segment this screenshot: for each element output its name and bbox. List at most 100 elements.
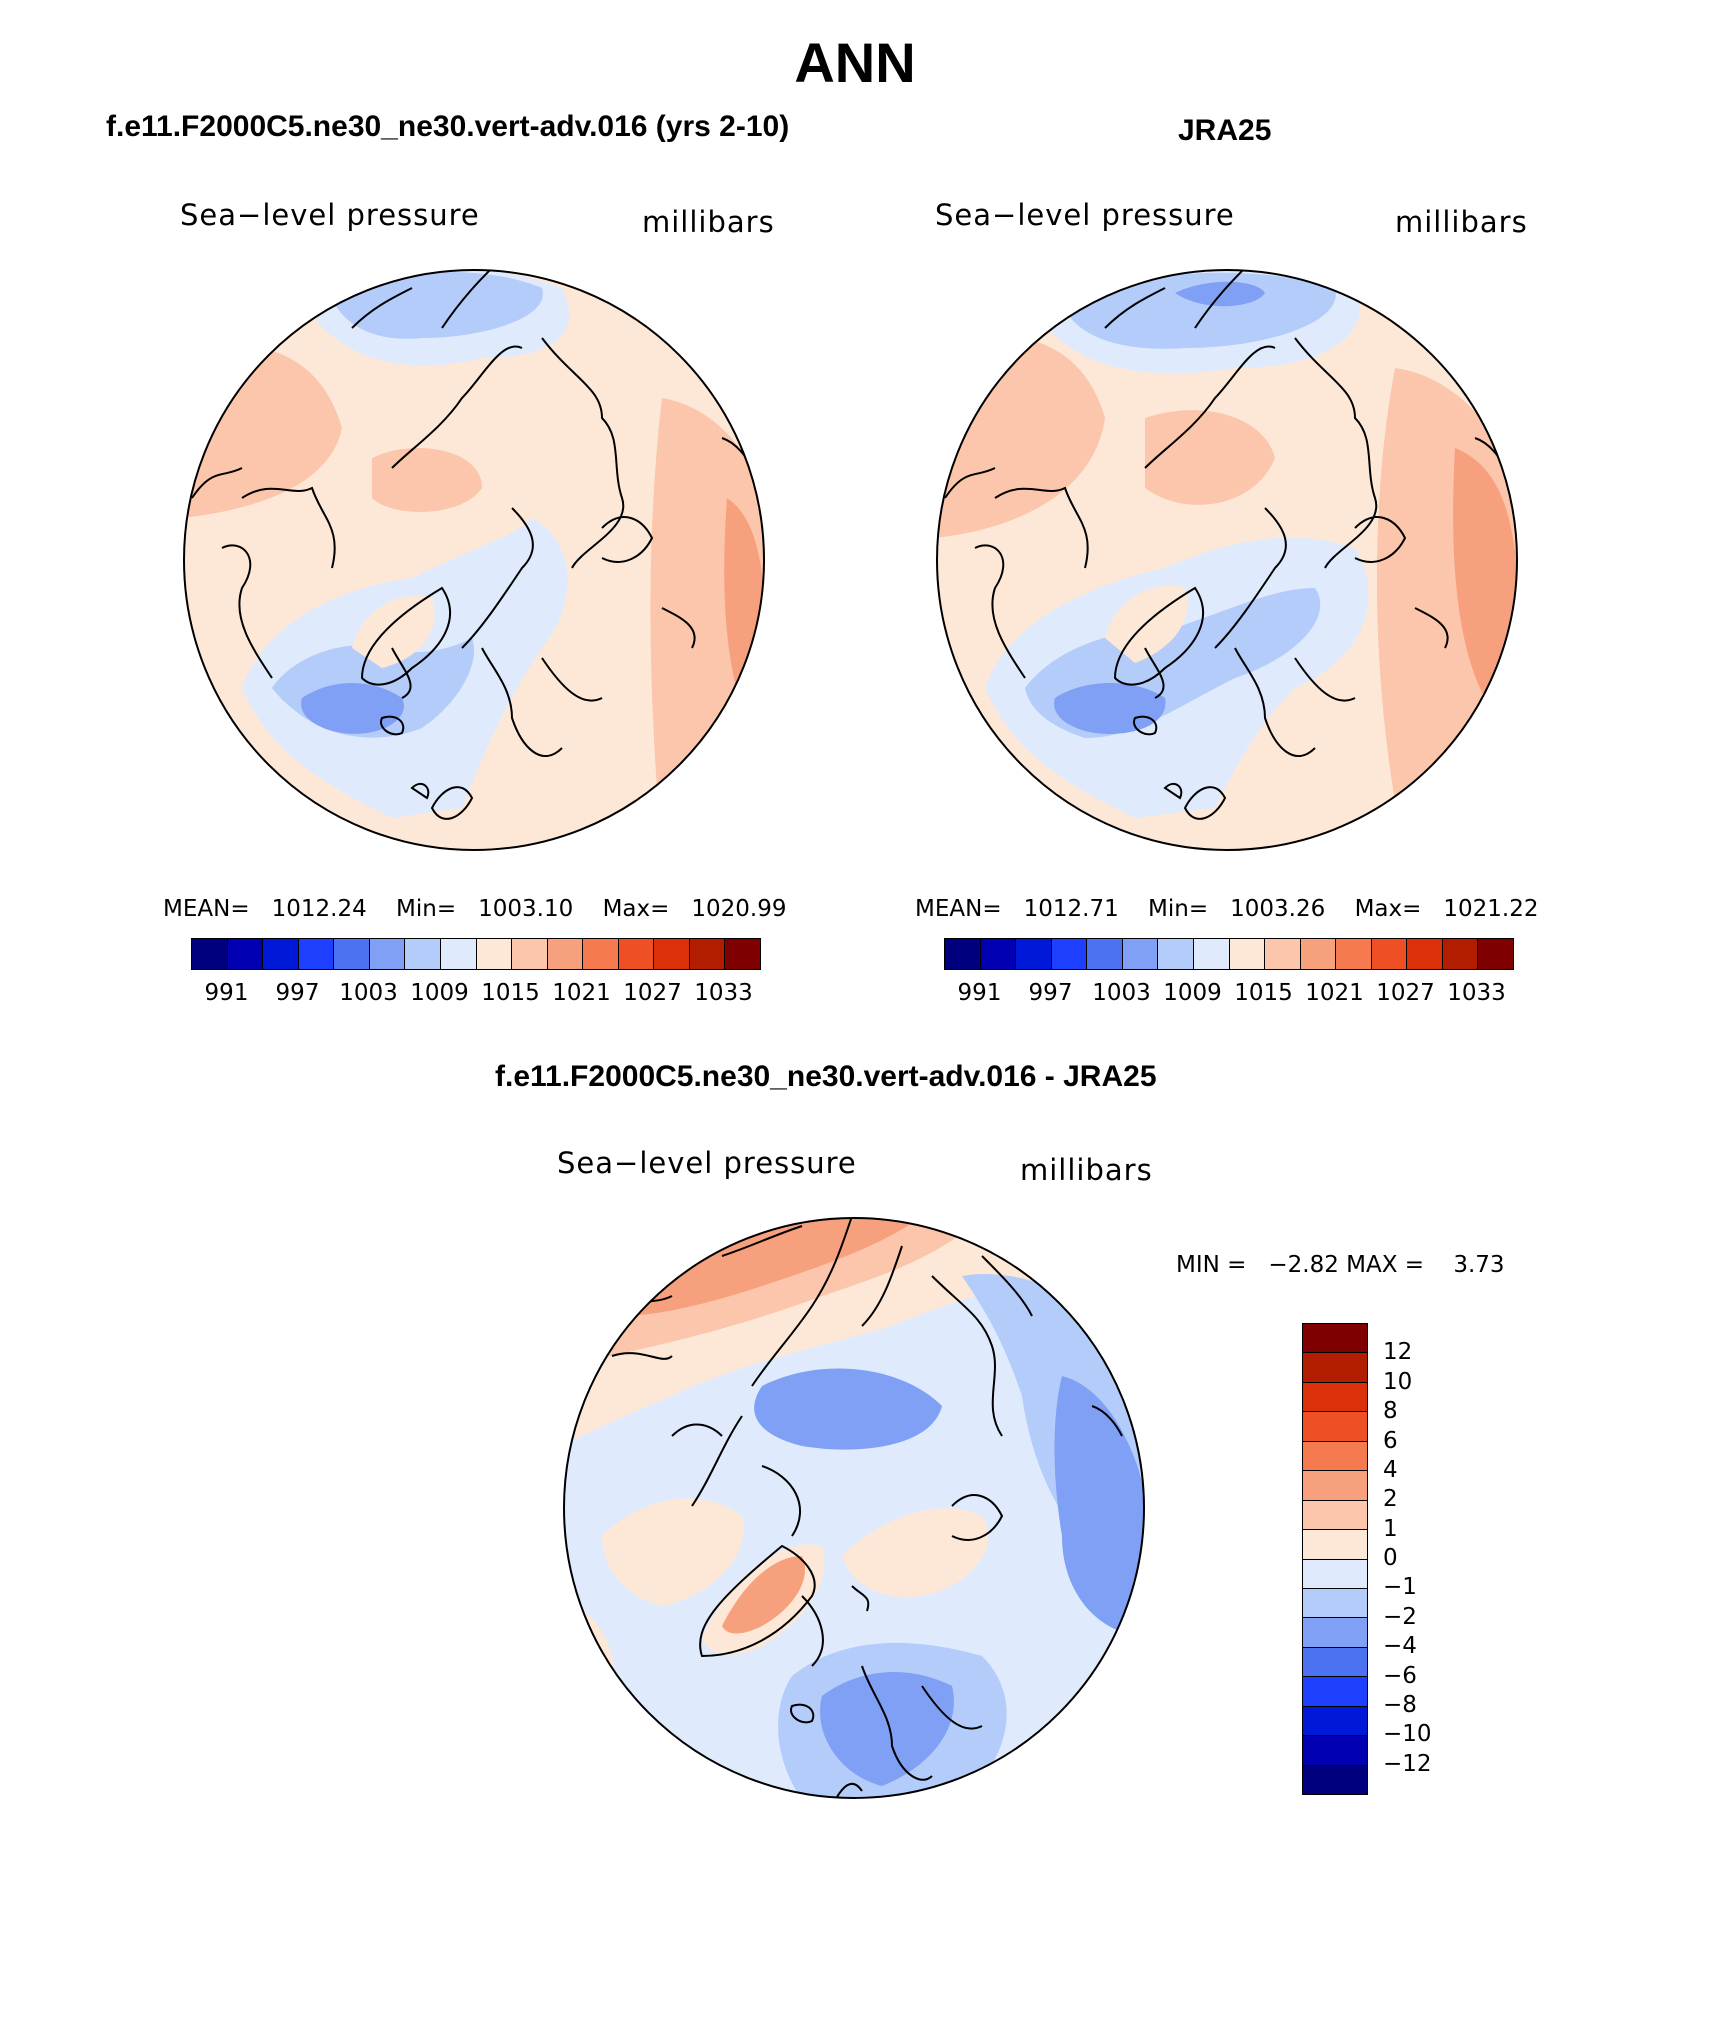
pressure-contour-1003-icelandic — [1054, 683, 1166, 734]
colorbar-swatch — [227, 939, 264, 969]
pressure-contour-1006-pacific — [332, 271, 543, 339]
colorbar-tick-label: −4 — [1383, 1633, 1417, 1660]
max-value: 3.73 — [1453, 1252, 1505, 1278]
colorbar-swatch — [1051, 939, 1088, 969]
colorbar-tick-label: 2 — [1383, 1486, 1398, 1513]
min-label: Min= — [1148, 896, 1209, 922]
colorbar-swatch — [1303, 1412, 1367, 1442]
colorbar-swatch — [1303, 1765, 1367, 1794]
diff-contour-neg2-siberia — [1054, 1376, 1144, 1636]
colorbar-tick-label: 10 — [1383, 1368, 1413, 1395]
panel-title-difference: f.e11.F2000C5.ne30_ne30.vert-adv.016 - J… — [495, 1060, 1157, 1093]
map-boundary — [936, 269, 1518, 851]
colorbar-swatch — [1303, 1324, 1367, 1354]
main-title: ANN — [794, 31, 916, 94]
colorbar-ticks-model: 991 997 1003 1009 1015 1021 1027 1033 — [191, 980, 759, 1010]
colorbar-tick-label: 1003 — [339, 980, 398, 1006]
colorbar-swatch — [298, 939, 335, 969]
stats-model: MEAN= 1012.24 Min= 1003.10 Max= 1020.99 — [163, 896, 787, 922]
colorbar-swatch — [1303, 1471, 1367, 1501]
colorbar-tick-label: 997 — [275, 980, 320, 1006]
colorbar-swatch — [1303, 1736, 1367, 1766]
colorbar-swatch — [689, 939, 726, 969]
colorbar-swatch — [1303, 1441, 1367, 1472]
panel-title-model: f.e11.F2000C5.ne30_ne30.vert-adv.016 (yr… — [106, 110, 790, 143]
max-value: 1021.22 — [1443, 896, 1539, 922]
colorbar-model — [191, 938, 761, 970]
colorbar-tick-label: −12 — [1383, 1750, 1432, 1777]
polar-map-difference — [563, 1217, 1145, 1799]
colorbar-swatch — [1193, 939, 1230, 969]
stats-obs: MEAN= 1012.71 Min= 1003.26 Max= 1021.22 — [915, 896, 1539, 922]
colorbar-swatch — [1303, 1530, 1367, 1560]
colorbar-tick-label: −1 — [1383, 1574, 1417, 1601]
colorbar-swatch — [945, 939, 981, 969]
colorbar-tick-label: 1003 — [1092, 980, 1151, 1006]
colorbar-swatch — [618, 939, 655, 969]
max-label: MAX = — [1346, 1252, 1425, 1278]
colorbar-swatch — [980, 939, 1017, 969]
colorbar-tick-label: 1027 — [623, 980, 682, 1006]
colorbar-swatch — [1122, 939, 1159, 969]
colorbar-swatch — [1087, 939, 1123, 969]
units-label-model: millibars — [642, 205, 775, 239]
colorbar-swatch — [547, 939, 584, 969]
colorbar-swatch — [1371, 939, 1408, 969]
colorbar-swatch — [583, 939, 619, 969]
colorbar-swatch — [1158, 939, 1194, 969]
pressure-contour-1015-arctic — [1145, 410, 1275, 505]
variable-label-model: Sea−level pressure — [180, 198, 480, 232]
colorbar-swatch — [1303, 1618, 1367, 1648]
colorbar-swatch — [1336, 939, 1372, 969]
colorbar-swatch — [1303, 1706, 1367, 1737]
colorbar-swatch — [476, 939, 513, 969]
mean-label: MEAN= — [915, 896, 1002, 922]
pressure-contour-1003-icelandic — [301, 683, 404, 734]
diff-contour-pos-canada — [602, 1498, 744, 1606]
panel-title-obs: JRA25 — [1178, 114, 1272, 147]
colorbar-swatch — [1442, 939, 1479, 969]
colorbar-tick-label: 991 — [204, 980, 249, 1006]
variable-label-obs: Sea−level pressure — [935, 198, 1235, 232]
min-value: −2.82 — [1268, 1252, 1339, 1278]
colorbar-tick-label: 1033 — [1447, 980, 1506, 1006]
colorbar-tick-label: 1 — [1383, 1515, 1398, 1542]
min-value: 1003.26 — [1230, 896, 1326, 922]
colorbar-difference — [1302, 1323, 1368, 1795]
map-boundary — [183, 269, 765, 851]
colorbar-swatch — [1300, 939, 1337, 969]
polar-map-obs — [936, 269, 1518, 851]
colorbar-swatch — [1303, 1588, 1367, 1619]
colorbar-swatch — [1407, 939, 1443, 969]
colorbar-obs — [944, 938, 1514, 970]
colorbar-tick-label: 1033 — [694, 980, 753, 1006]
colorbar-swatch — [334, 939, 370, 969]
colorbar-tick-label: 8 — [1383, 1398, 1398, 1425]
colorbar-tick-label: 997 — [1028, 980, 1073, 1006]
colorbar-tick-label: 1015 — [481, 980, 540, 1006]
colorbar-tick-label: 12 — [1383, 1339, 1413, 1366]
max-label: Max= — [602, 896, 670, 922]
colorbar-tick-label: −2 — [1383, 1603, 1417, 1630]
colorbar-swatch — [440, 939, 477, 969]
colorbar-tick-label: 1015 — [1234, 980, 1293, 1006]
pressure-contour-greenland — [352, 595, 435, 668]
colorbar-tick-label: 991 — [957, 980, 1002, 1006]
diff-contour-neg2-europe — [820, 1672, 954, 1786]
colorbar-swatch — [725, 939, 760, 969]
diff-contour-2-to-4-greenland — [722, 1556, 806, 1634]
colorbar-tick-label: −8 — [1383, 1691, 1417, 1718]
colorbar-swatch — [369, 939, 406, 969]
max-label: Max= — [1354, 896, 1422, 922]
mean-value: 1012.71 — [1023, 896, 1119, 922]
colorbar-swatch — [654, 939, 690, 969]
colorbar-tick-label: 1027 — [1376, 980, 1435, 1006]
colorbar-swatch — [1303, 1559, 1367, 1589]
colorbar-tick-label: 1009 — [410, 980, 469, 1006]
colorbar-tick-label: −6 — [1383, 1662, 1417, 1689]
colorbar-swatch — [512, 939, 548, 969]
colorbar-swatch — [263, 939, 299, 969]
colorbar-swatch — [405, 939, 441, 969]
colorbar-swatch — [1303, 1647, 1367, 1678]
colorbar-swatch — [1016, 939, 1052, 969]
